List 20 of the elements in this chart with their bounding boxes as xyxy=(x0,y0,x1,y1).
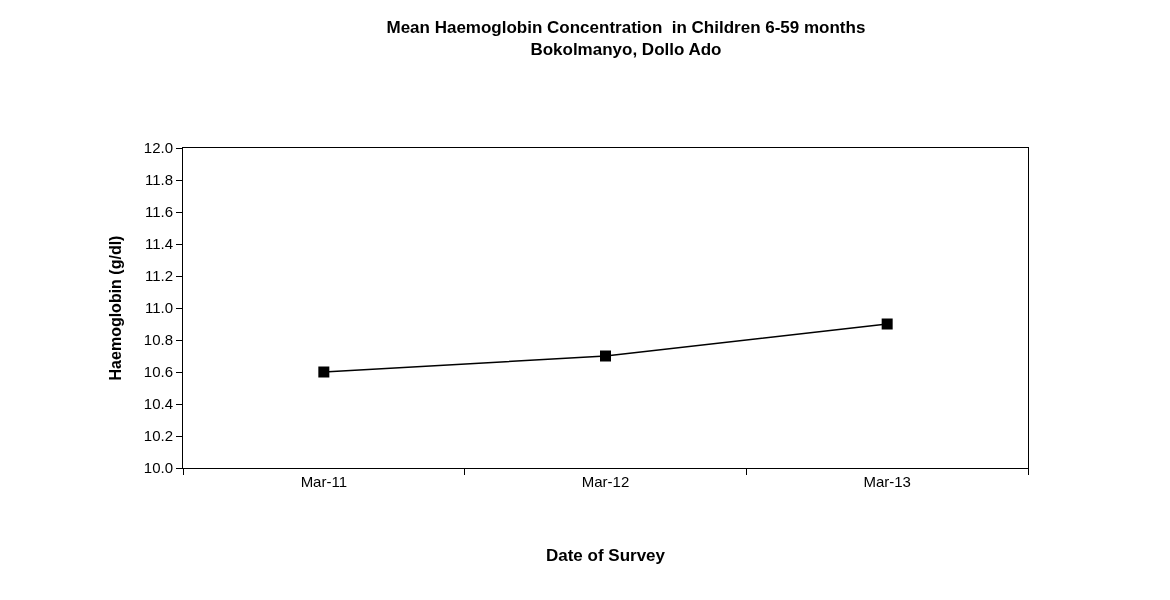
y-tick-label: 11.2 xyxy=(144,267,173,285)
x-tick-label: Mar-11 xyxy=(300,473,348,490)
point xyxy=(318,366,330,378)
y-axis-title: Haemoglobin (g/dl) xyxy=(106,235,124,381)
y-tick-label: 11.8 xyxy=(144,171,173,189)
x-tick-label: Mar-12 xyxy=(581,473,630,490)
y-tick-label: 12.0 xyxy=(143,139,173,157)
point xyxy=(881,318,893,330)
y-tick-label: 11.4 xyxy=(144,235,173,253)
chart-title: Mean Haemoglobin Concentration in Children 6-59 months Bokolmanyo, Dollo Ado xyxy=(386,18,866,60)
x-axis-title: Date of Survey xyxy=(545,546,666,566)
y-tick-label: 10.8 xyxy=(143,331,173,349)
y-tick-label: 11.0 xyxy=(144,299,173,317)
point xyxy=(600,350,611,362)
x-tick-label: Mar-13 xyxy=(863,473,911,490)
y-tick-label: 10.2 xyxy=(143,427,173,445)
y-tick-label: 10.4 xyxy=(143,395,173,413)
y-tick-label: 11.6 xyxy=(144,203,173,221)
y-tick-label: 10.0 xyxy=(143,459,173,477)
y-tick-label: 10.6 xyxy=(143,363,173,381)
